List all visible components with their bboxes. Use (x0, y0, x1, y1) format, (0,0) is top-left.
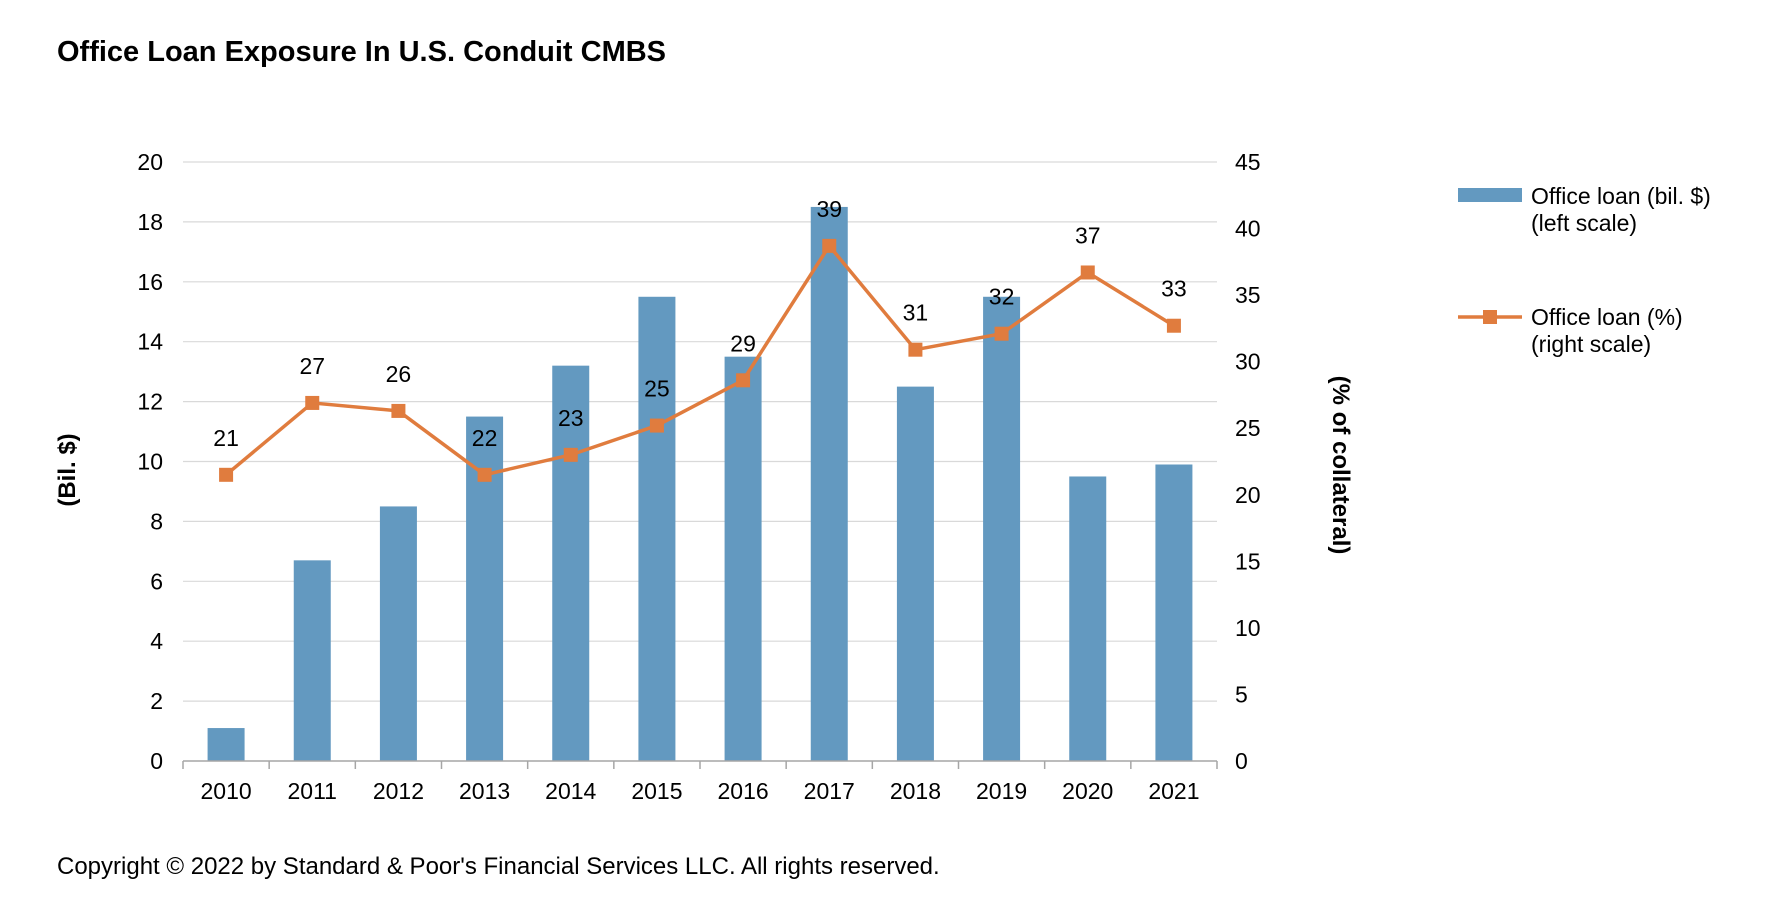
left-tick-label: 6 (150, 568, 163, 594)
right-tick-label: 45 (1235, 149, 1261, 175)
data-label: 23 (558, 405, 584, 431)
legend-line-label: Office loan (%) (1531, 304, 1683, 330)
x-tick-label: 2010 (200, 778, 251, 804)
data-labels: 21 27 26 22 23 25 29 39 31 32 37 33 (213, 196, 1186, 451)
x-tick-label: 2012 (373, 778, 424, 804)
left-tick-label: 18 (137, 209, 163, 235)
line-marker (1166, 318, 1181, 333)
copyright-notice: Copyright © 2022 by Standard & Poor's Fi… (57, 853, 940, 880)
line-series (219, 238, 1181, 482)
right-tick-label: 10 (1235, 615, 1261, 641)
left-axis-title: (Bil. $) (54, 433, 81, 506)
line-marker (994, 326, 1009, 341)
data-label: 39 (816, 196, 842, 222)
data-label: 27 (299, 353, 325, 379)
right-y-axis: 0 5 10 15 20 25 30 35 40 45 (1235, 149, 1261, 774)
data-label: 26 (386, 361, 412, 387)
right-tick-label: 20 (1235, 482, 1261, 508)
left-tick-label: 20 (137, 149, 163, 175)
data-label: 37 (1075, 222, 1101, 248)
data-label: 29 (730, 330, 756, 356)
bar (293, 560, 331, 761)
data-label: 31 (903, 300, 929, 326)
right-tick-label: 25 (1235, 415, 1261, 441)
x-tick-label: 2019 (976, 778, 1027, 804)
data-label: 32 (989, 284, 1015, 310)
line-path (224, 244, 1175, 477)
legend-bar-label: Office loan (bil. $) (1531, 183, 1711, 209)
x-tick-label: 2011 (288, 778, 337, 804)
left-y-axis: 0 2 4 6 8 10 12 14 16 18 20 (137, 149, 163, 774)
left-tick-label: 4 (150, 628, 163, 654)
right-tick-label: 0 (1235, 748, 1248, 774)
x-axis: 2010 2011 2012 2013 2014 2015 2016 2017 2018 2019… (182, 760, 1218, 804)
gridlines (183, 161, 1217, 702)
line-marker (219, 467, 234, 482)
line-marker (649, 418, 664, 433)
legend-line-label: (right scale) (1531, 331, 1651, 357)
line-marker (305, 395, 320, 410)
left-tick-label: 16 (137, 269, 163, 295)
x-tick-label: 2015 (631, 778, 682, 804)
left-tick-label: 12 (137, 389, 163, 415)
line-marker (477, 467, 492, 482)
left-tick-label: 8 (150, 508, 163, 534)
data-label: 21 (213, 425, 239, 451)
x-tick-label: 2013 (459, 778, 510, 804)
legend-line-marker (1483, 310, 1497, 324)
line-marker (563, 447, 578, 462)
bar (724, 356, 762, 761)
bar (552, 365, 590, 761)
x-tick-label: 2020 (1062, 778, 1113, 804)
bar (1069, 476, 1107, 761)
x-tick-label: 2017 (804, 778, 855, 804)
right-tick-label: 30 (1235, 349, 1261, 375)
left-tick-label: 10 (137, 449, 163, 475)
bar (1155, 464, 1193, 761)
right-tick-label: 40 (1235, 216, 1261, 242)
line-marker (391, 403, 406, 418)
data-label: 22 (472, 425, 498, 451)
left-tick-label: 2 (150, 688, 163, 714)
legend-bar-label: (left scale) (1531, 210, 1637, 236)
x-tick-label: 2021 (1148, 778, 1199, 804)
data-label: 33 (1161, 276, 1187, 302)
bar (983, 296, 1021, 761)
line-marker (736, 373, 751, 388)
left-tick-label: 14 (137, 329, 163, 355)
line-marker (822, 238, 837, 253)
x-tick-label: 2018 (890, 778, 941, 804)
right-tick-label: 15 (1235, 548, 1261, 574)
line-marker (1080, 265, 1095, 280)
right-axis-title: (% of collateral) (1327, 376, 1354, 555)
bar (810, 206, 848, 762)
x-tick-label: 2016 (717, 778, 768, 804)
bar (896, 386, 934, 761)
data-label: 25 (644, 376, 670, 402)
chart-title: Office Loan Exposure In U.S. Conduit CMB… (57, 36, 667, 68)
bar-series (207, 206, 1193, 762)
legend: Office loan (bil. $)(left scale) Office l… (1458, 183, 1711, 357)
bar (379, 506, 417, 761)
line-marker (908, 342, 923, 357)
bar (207, 728, 245, 761)
right-tick-label: 35 (1235, 282, 1261, 308)
x-tick-label: 2014 (545, 778, 596, 804)
right-tick-label: 5 (1235, 681, 1248, 707)
legend-bar-swatch (1458, 188, 1522, 202)
left-tick-label: 0 (150, 748, 163, 774)
bar (638, 296, 676, 761)
